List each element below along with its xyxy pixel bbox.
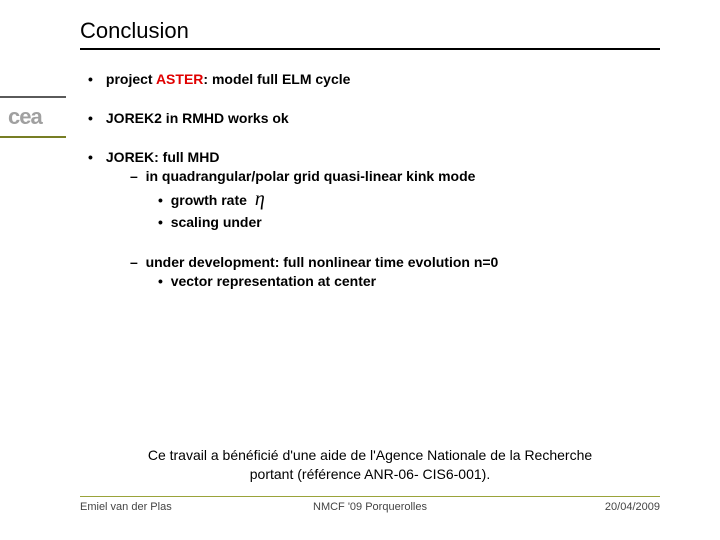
bullet-3-1-1-text: growth rate [171,192,247,208]
acknowledgement: Ce travail a bénéficié d'une aide de l'A… [80,446,660,484]
logo-top-bar [0,96,66,98]
bullet-dot-icon: • [158,192,171,208]
bullet-3-1-2: • scaling under [88,213,668,232]
cea-logo-icon: cea [0,104,66,130]
content-body: • project ASTER: model full ELM cycle • … [88,70,668,291]
bullet-dot-icon: • [88,70,102,89]
logo-bottom-bar [0,136,66,138]
footer-divider [80,496,660,497]
bullet-dot-icon: • [88,109,102,128]
bullet-1: • project ASTER: model full ELM cycle [88,70,668,89]
footer-date: 20/04/2009 [467,501,660,513]
bullet-3-2-1: • vector representation at center [88,272,668,291]
logo-area: cea [0,96,66,138]
slide: Conclusion cea • project ASTER: model fu… [0,0,720,540]
bullet-1-aster: ASTER [156,71,203,87]
title-area: Conclusion [80,18,680,50]
bullet-dot-icon: • [158,214,171,230]
footer: Emiel van der Plas NMCF '09 Porquerolles… [80,496,680,513]
bullet-3-1-1: • growth rate η [88,186,668,213]
bullet-3-1-text: in quadrangular/polar grid quasi-linear … [146,168,476,184]
bullet-3-2: – under development: full nonlinear time… [88,253,668,272]
bullet-2: • JOREK2 in RMHD works ok [88,109,668,128]
title-underline [80,48,660,50]
bullet-3: • JOREK: full MHD [88,148,668,167]
bullet-3-1: – in quadrangular/polar grid quasi-linea… [88,167,668,186]
bullet-dot-icon: • [158,273,171,289]
acknowledgement-line-1: Ce travail a bénéficié d'une aide de l'A… [80,446,660,465]
bullet-3-2-text: under development: full nonlinear time e… [146,254,499,270]
dash-icon: – [130,168,146,184]
acknowledgement-line-2: portant (référence ANR-06- CIS6-001). [80,465,660,484]
bullet-3-2-1-text: vector representation at center [171,273,376,289]
slide-title: Conclusion [80,18,680,48]
bullet-3-1-2-text: scaling under [171,214,262,230]
dash-icon: – [130,254,146,270]
bullet-dot-icon: • [88,148,102,167]
bullet-3-text: JOREK: full MHD [106,149,220,165]
footer-row: Emiel van der Plas NMCF '09 Porquerolles… [80,501,660,513]
footer-author: Emiel van der Plas [80,501,273,513]
bullet-2-text: JOREK2 in RMHD works ok [106,110,289,126]
bullet-1-pre: project [106,71,156,87]
bullet-1-post: : model full ELM cycle [203,71,350,87]
eta-symbol: η [255,188,265,210]
footer-conference: NMCF '09 Porquerolles [273,501,466,513]
